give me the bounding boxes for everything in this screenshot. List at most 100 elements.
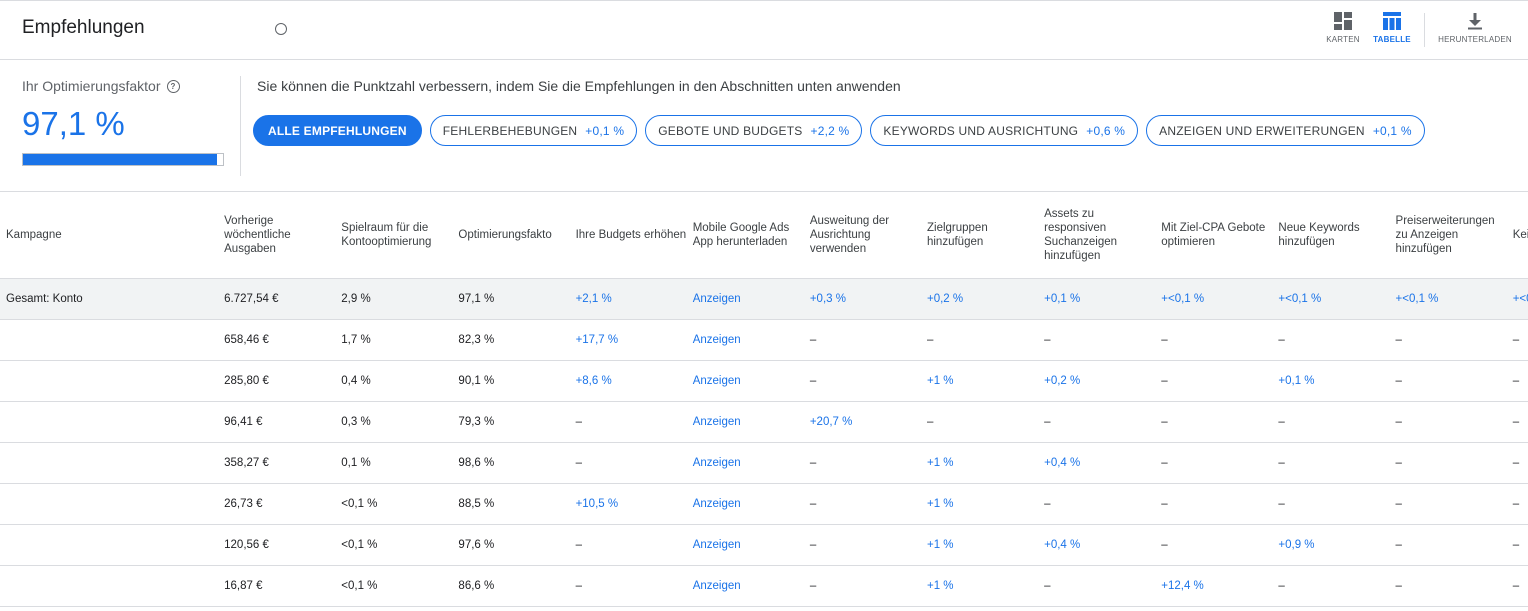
- column-header-8[interactable]: Assets zu responsiven Suchanzeigen hinzu…: [1038, 192, 1156, 279]
- table-view-button[interactable]: TABELLE: [1373, 11, 1411, 51]
- table-cell: Gesamt: Konto: [0, 278, 219, 320]
- filter-chip-delta: +0,1 %: [1372, 123, 1412, 138]
- table-cell: –: [1038, 401, 1156, 443]
- table-row[interactable]: 16,87 € <0,1 % 86,6 % – Anzeigen – +1 % – +12,4 …: [0, 565, 1528, 607]
- table-cell[interactable]: +<0,1 %: [1389, 278, 1507, 320]
- download-button[interactable]: HERUNTERLADEN: [1438, 11, 1512, 51]
- column-header-1[interactable]: Vorherige wöchentliche Ausgaben: [218, 192, 336, 279]
- table-cell[interactable]: Anzeigen: [686, 483, 804, 525]
- grid-cards-icon: [1334, 12, 1352, 30]
- table-cell[interactable]: +8,6 %: [569, 360, 687, 402]
- filter-chip-delta: +0,6 %: [1086, 123, 1126, 138]
- column-header-12[interactable]: Keine Anzei: [1506, 192, 1528, 279]
- table-cell[interactable]: Anzeigen: [686, 565, 804, 607]
- filter-chip-0[interactable]: ALLE EMPFEHLUNGEN: [253, 115, 422, 146]
- download-label: HERUNTERLADEN: [1438, 35, 1512, 44]
- category-filter-chips: ALLE EMPFEHLUNGEN FEHLERBEHEBUNGEN +0,1 % G…: [253, 115, 1425, 146]
- table-cell: –: [569, 401, 687, 443]
- column-header-2[interactable]: Spielraum für die Kontooptimierung: [335, 192, 453, 279]
- optimization-score-fill: [23, 154, 218, 165]
- table-cell: –: [803, 360, 921, 402]
- table-cell[interactable]: +<0,1 %: [1155, 278, 1273, 320]
- table-cell: –: [1155, 319, 1273, 361]
- column-header-6[interactable]: Ausweitung der Ausrichtung verwenden: [803, 192, 921, 279]
- table-cell[interactable]: +0,3 %: [803, 278, 921, 320]
- table-cell[interactable]: +1 %: [920, 360, 1039, 402]
- table-cell: 96,41 €: [218, 401, 336, 443]
- table-cell: –: [1155, 401, 1273, 443]
- column-header-7[interactable]: Zielgruppen hinzufügen: [920, 192, 1039, 279]
- table-cell[interactable]: +0,2 %: [920, 278, 1039, 320]
- table-cell: –: [569, 565, 687, 607]
- table-cell: –: [803, 319, 921, 361]
- table-row[interactable]: 285,80 €0,4 % 90,1 % +8,6 % Anzeigen – +1 % +0…: [0, 360, 1528, 402]
- table-cell: –: [1272, 565, 1390, 607]
- table-cell: –: [1155, 442, 1273, 484]
- cards-view-button[interactable]: KARTEN: [1326, 11, 1360, 51]
- table-cell[interactable]: +12,4 %: [1155, 565, 1273, 607]
- table-cell[interactable]: +0,1 %: [1038, 278, 1156, 320]
- table-cell: 98,6 %: [452, 442, 570, 484]
- table-cell[interactable]: +0,2 %: [1038, 360, 1156, 402]
- optimization-score-label-text: Ihr Optimierungsfaktor: [22, 78, 161, 94]
- column-header-10[interactable]: Neue Keywords hinzufügen: [1272, 192, 1390, 279]
- table-cell[interactable]: +2,1 %: [569, 278, 687, 320]
- table-cell[interactable]: Anzeigen: [686, 524, 804, 566]
- table-cell[interactable]: Anzeigen: [686, 360, 804, 402]
- table-cell[interactable]: +20,7 %: [803, 401, 921, 443]
- table-cell: –: [1506, 360, 1528, 402]
- table-cell: –: [1389, 483, 1507, 525]
- table-cell[interactable]: +0,9 %: [1272, 524, 1390, 566]
- table-cell[interactable]: Anzeigen: [686, 319, 804, 361]
- help-icon[interactable]: ?: [166, 79, 180, 93]
- table-cell: –: [1506, 565, 1528, 607]
- column-header-0[interactable]: Kampagne: [0, 192, 219, 279]
- table-cell[interactable]: +10,5 %: [569, 483, 687, 525]
- table-cell[interactable]: +0,1 %: [1272, 360, 1390, 402]
- filter-chip-1[interactable]: FEHLERBEHEBUNGEN +0,1 %: [429, 115, 638, 146]
- header-divider: [1424, 13, 1425, 47]
- table-row[interactable]: 120,56 € <0,1 % 97,6 % – Anzeigen – +1 % +0,4 %…: [0, 524, 1528, 566]
- table-cell: –: [803, 442, 921, 484]
- summary-divider: [240, 76, 241, 176]
- table-cell: –: [1272, 401, 1390, 443]
- table-cell: [0, 360, 219, 402]
- table-cell[interactable]: +1 %: [920, 524, 1039, 566]
- table-cell[interactable]: +1 %: [920, 565, 1039, 607]
- table-cell[interactable]: +0,4 %: [1038, 524, 1156, 566]
- table-cell[interactable]: +0,4 %: [1038, 442, 1156, 484]
- table-row[interactable]: 358,27 €0,1 % 98,6 % – Anzeigen – +1 % +0,4 % –…: [0, 442, 1528, 484]
- table-cell: –: [1506, 483, 1528, 525]
- column-header-5[interactable]: Mobile Google Ads App herunterladen: [686, 192, 804, 279]
- table-cell: –: [1389, 319, 1507, 361]
- table-cell[interactable]: Anzeigen: [686, 442, 804, 484]
- table-cell[interactable]: Anzeigen: [686, 401, 804, 443]
- table-cell: –: [1272, 442, 1390, 484]
- filter-chip-2[interactable]: GEBOTE UND BUDGETS +2,2 %: [645, 115, 863, 146]
- column-header-11[interactable]: Preiserweiterungen zu Anzeigen hinzufüge…: [1389, 192, 1507, 279]
- table-cell[interactable]: +1 %: [920, 442, 1039, 484]
- table-cell: –: [569, 442, 687, 484]
- optimization-summary: Ihr Optimierungsfaktor ? 97,1 % Sie könn…: [0, 60, 1528, 192]
- table-cell[interactable]: Anzeigen: [686, 278, 804, 320]
- status-circle-icon[interactable]: [275, 23, 287, 35]
- table-cell: 285,80 €: [218, 360, 336, 402]
- total-row[interactable]: Gesamt: Konto 6.727,54 €2,9 % 97,1 % +2,1 %…: [0, 278, 1528, 320]
- column-header-3[interactable]: Optimierungsfakto: [452, 192, 570, 279]
- table-cell[interactable]: +1 %: [920, 483, 1039, 525]
- table-cell: 0,4 %: [335, 360, 453, 402]
- table-cell: –: [1038, 319, 1156, 361]
- table-cell: <0,1 %: [335, 483, 453, 525]
- filter-chip-3[interactable]: KEYWORDS UND AUSRICHTUNG +0,6 %: [870, 115, 1139, 146]
- table-row[interactable]: 96,41 €0,3 % 79,3 % – Anzeigen +20,7 % – – – – – –: [0, 401, 1528, 443]
- table-cell[interactable]: +<0,1: [1506, 278, 1528, 320]
- table-cell: <0,1 %: [335, 524, 453, 566]
- table-cell[interactable]: +<0,1 %: [1272, 278, 1390, 320]
- column-header-9[interactable]: Mit Ziel-CPA Gebote optimieren: [1155, 192, 1273, 279]
- filter-chip-4[interactable]: ANZEIGEN UND ERWEITERUNGEN +0,1 %: [1146, 115, 1425, 146]
- table-row[interactable]: 658,46 €1,7 % 82,3 % +17,7 % Anzeigen – – – – – –…: [0, 319, 1528, 361]
- recommendations-table-container[interactable]: Kampagne Vorherige wöchentliche Ausgaben S…: [0, 192, 1528, 611]
- column-header-4[interactable]: Ihre Budgets erhöhen: [569, 192, 687, 279]
- table-cell[interactable]: +17,7 %: [569, 319, 687, 361]
- table-row[interactable]: 26,73 € <0,1 % 88,5 % +10,5 % Anzeigen – +1 % –…: [0, 483, 1528, 525]
